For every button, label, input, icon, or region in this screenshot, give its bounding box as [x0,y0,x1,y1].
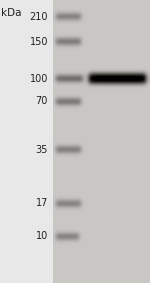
Text: 35: 35 [36,145,48,155]
Text: 150: 150 [30,37,48,47]
Text: kDa: kDa [2,8,22,18]
Text: 10: 10 [36,231,48,241]
Text: 70: 70 [36,96,48,106]
Text: 210: 210 [30,12,48,22]
Text: 100: 100 [30,74,48,84]
Text: 17: 17 [36,198,48,208]
